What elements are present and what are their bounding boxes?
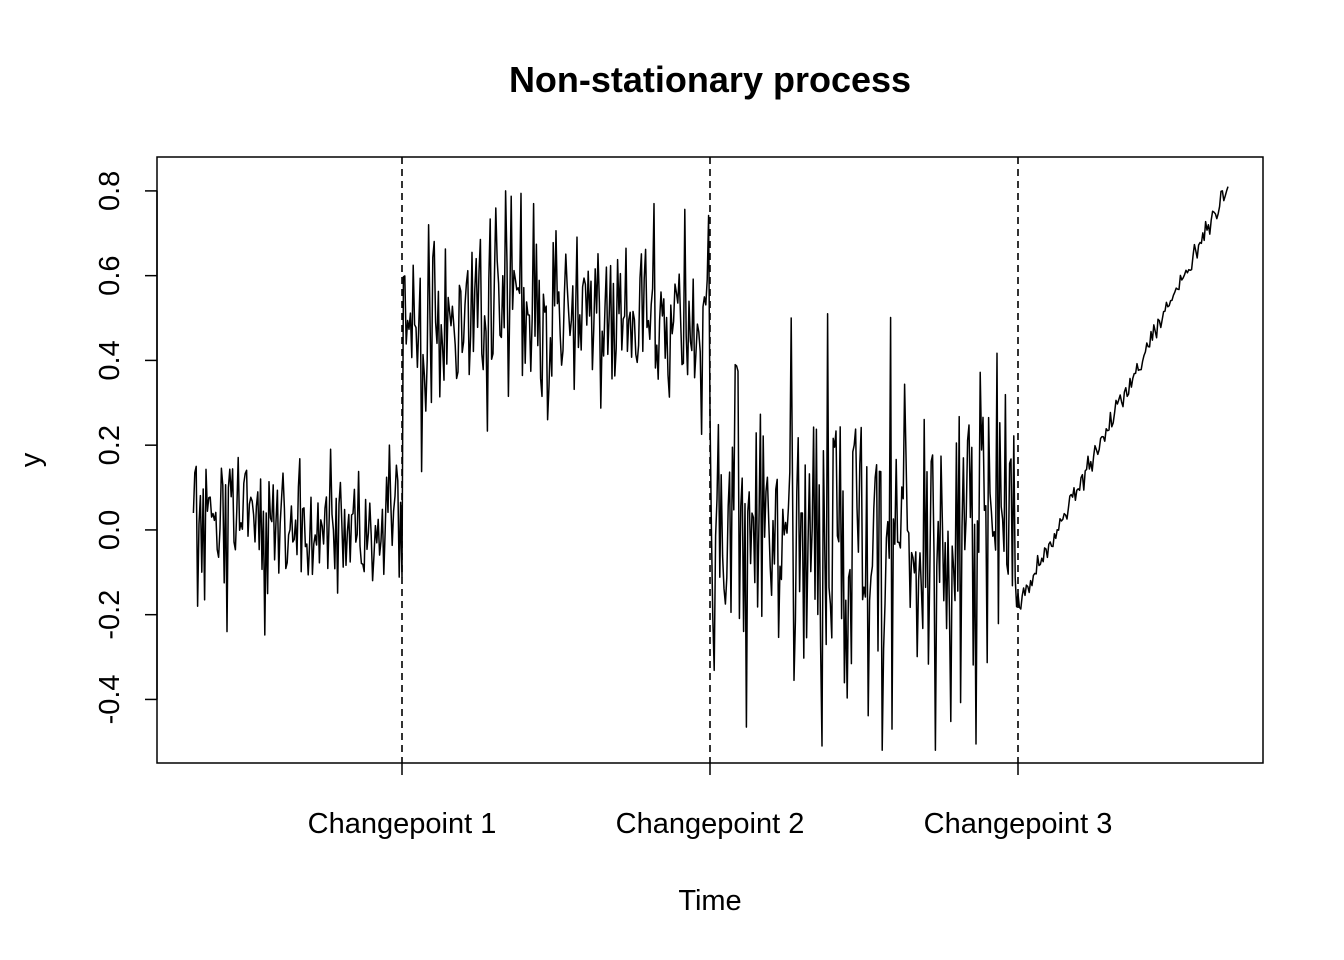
chart-title: Non-stationary process [509, 59, 911, 100]
series-line [192, 186, 1229, 752]
y-tick-label: 0.0 [94, 510, 126, 550]
y-tick-label: 0.2 [94, 425, 126, 465]
y-tick-label: 0.6 [94, 255, 126, 295]
y-tick-label: -0.4 [94, 674, 126, 724]
y-axis-label: y [15, 452, 47, 467]
y-tick-label: -0.2 [94, 590, 126, 640]
y-tick-label: 0.4 [94, 340, 126, 380]
series-group [192, 186, 1229, 752]
x-tick-label: Changepoint 2 [616, 808, 805, 840]
x-tick-label: Changepoint 1 [308, 808, 497, 840]
x-axis-label: Time [678, 885, 741, 917]
y-axis: -0.4 -0.2 0.0 0.2 0.4 0.6 0.8 [94, 171, 158, 724]
y-tick-label: 0.8 [94, 171, 126, 211]
x-tick-label: Changepoint 3 [924, 808, 1113, 840]
x-axis: Changepoint 1 Changepoint 2 Changepoint 3 [308, 763, 1113, 840]
